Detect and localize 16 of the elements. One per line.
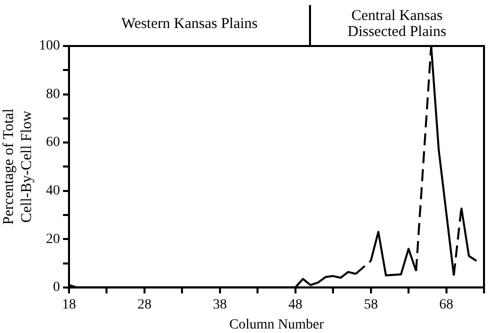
text: Central Kansas Dissected Plains (348, 8, 447, 40)
x-axis-title: Column Number (229, 317, 324, 332)
x-tick-label: 18 (62, 297, 76, 312)
x-tick-label: 28 (137, 297, 152, 312)
x-tick-label: 48 (288, 297, 302, 312)
x-tick-label: 68 (439, 297, 454, 312)
text: Western Kansas Plains (121, 16, 258, 32)
y-tick-label: 0 (53, 280, 60, 296)
y-axis-title: Percentage of Total Cell-By-Cell Flow (0, 108, 35, 225)
y-tick-label: 20 (46, 232, 60, 247)
y-tick-label: 60 (46, 135, 60, 150)
x-tick-label: 58 (364, 297, 378, 312)
x-tick-label: 38 (212, 297, 227, 312)
y-tick-label: 40 (46, 184, 60, 199)
y-tick-label: 100 (39, 38, 60, 54)
y-tick-label: 80 (46, 86, 60, 102)
